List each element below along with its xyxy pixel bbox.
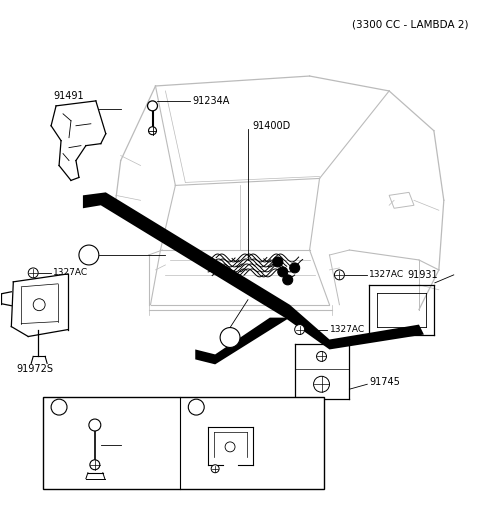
Text: 91234A: 91234A	[202, 476, 237, 485]
Circle shape	[33, 299, 45, 311]
Circle shape	[89, 419, 101, 431]
Text: 91972S: 91972S	[16, 364, 53, 374]
Text: 1327AC: 1327AC	[329, 325, 365, 334]
Text: 91400D: 91400D	[252, 121, 290, 131]
Polygon shape	[195, 318, 290, 364]
Circle shape	[316, 352, 326, 361]
Circle shape	[295, 325, 305, 335]
Text: a: a	[86, 250, 92, 260]
Text: a: a	[57, 403, 61, 411]
Text: 1327AC: 1327AC	[53, 268, 88, 277]
Text: b: b	[193, 403, 199, 411]
Circle shape	[225, 442, 235, 452]
Text: b: b	[227, 333, 233, 342]
Circle shape	[188, 399, 204, 415]
Text: 91931: 91931	[407, 270, 438, 280]
Text: 91745: 91745	[369, 377, 400, 387]
Circle shape	[278, 267, 288, 277]
Circle shape	[335, 270, 344, 280]
Circle shape	[273, 257, 283, 267]
Text: 91234A: 91234A	[192, 96, 229, 106]
Text: 1141AC: 1141AC	[123, 440, 158, 450]
Circle shape	[148, 126, 156, 135]
Text: (3300 CC - LAMBDA 2): (3300 CC - LAMBDA 2)	[352, 19, 468, 29]
Text: 91931B: 91931B	[208, 406, 243, 416]
Circle shape	[283, 275, 293, 285]
Text: 91491: 91491	[53, 91, 84, 101]
Circle shape	[313, 376, 329, 392]
Circle shape	[220, 328, 240, 347]
Circle shape	[211, 465, 219, 473]
Polygon shape	[83, 193, 424, 350]
FancyBboxPatch shape	[43, 397, 324, 489]
Circle shape	[147, 101, 157, 111]
Circle shape	[28, 268, 38, 278]
Circle shape	[79, 245, 99, 265]
Text: 1327AC: 1327AC	[369, 270, 404, 279]
Circle shape	[51, 399, 67, 415]
Circle shape	[290, 263, 300, 273]
Circle shape	[90, 460, 100, 470]
